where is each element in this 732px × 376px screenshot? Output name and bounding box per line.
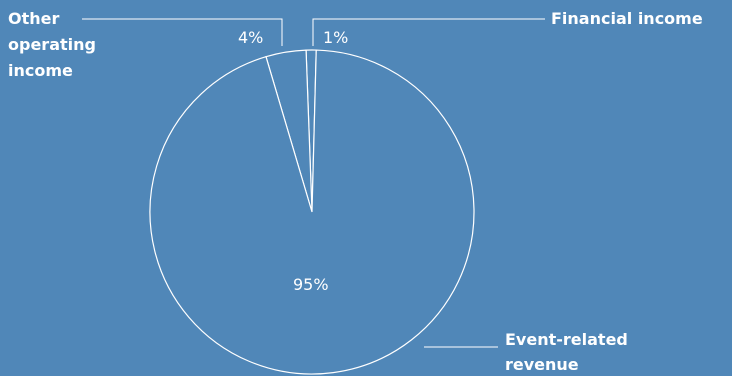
leader-line-other [82,18,283,46]
pct-label-event: 95% [293,275,329,294]
label-event-line-1: Event-related [505,330,628,349]
label-other-line-1: Other [8,9,59,28]
label-financial: Financial income [551,9,703,28]
label-other-line-2: operating [8,35,96,54]
slice-event-related-revenue [149,49,475,375]
label-event-line-2: revenue [505,355,579,374]
pie-slices [149,49,475,375]
pct-label-other: 4% [238,28,263,47]
label-other-line-3: income [8,61,73,80]
leader-line-financial [312,18,545,46]
pct-label-financial: 1% [323,28,348,47]
